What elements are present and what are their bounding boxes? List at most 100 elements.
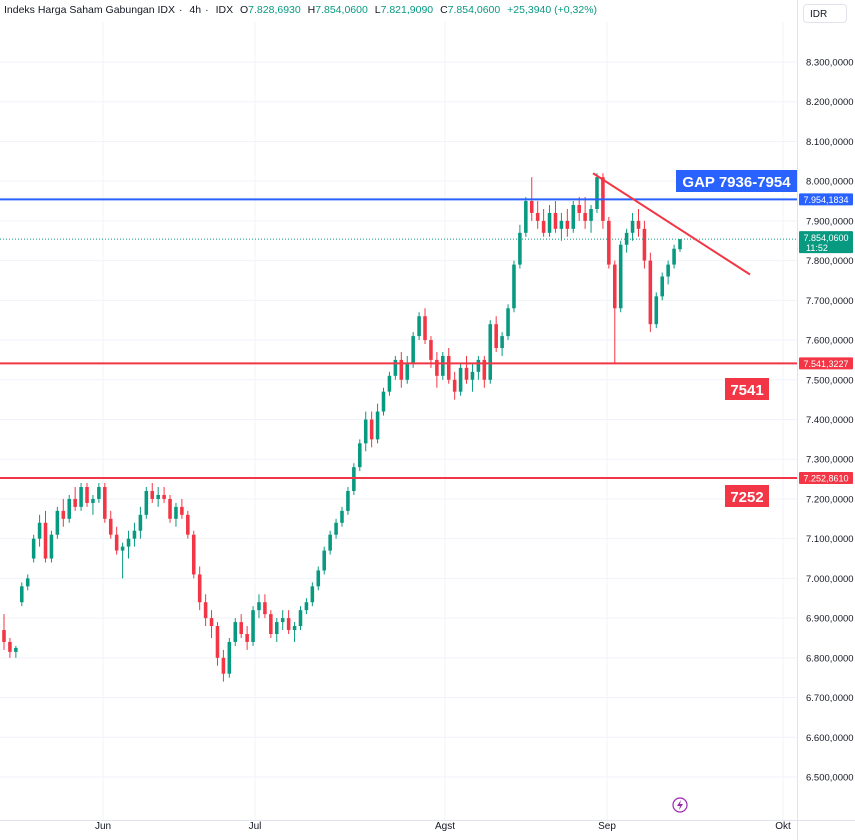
candle-body [14,647,18,652]
price-tick-label: 7.000,0000 [806,574,854,585]
candle-body [316,570,321,587]
candle-body [257,602,261,611]
time-tick-label: Okt [775,821,791,832]
candle-body [304,602,309,611]
lightning-icon[interactable] [672,797,688,813]
candle-body [298,610,303,627]
candle-body [547,212,552,233]
candle-body [363,419,368,444]
candle-body [369,419,374,440]
candle-body [174,506,178,519]
candle-body [191,534,196,575]
high-value: 7.854,0600 [315,4,368,16]
support-annotation-7252-bg[interactable] [725,485,769,507]
change-value: +25,3940 (+0,32%) [507,4,598,16]
candle-body [20,586,24,603]
candle-body [328,534,332,551]
trendline[interactable] [592,172,751,276]
candle-body [55,510,60,535]
candle-body [482,359,487,380]
gap-price-tag: 7.954,1834 [803,195,848,205]
support-annotation-7252[interactable]: 7252 [730,489,763,506]
candle-body [607,220,611,265]
gap-price-tag-bg [799,193,853,206]
candle-body [340,510,344,523]
candle-body [269,614,273,634]
candle-body [227,641,232,674]
candle-body [565,220,570,229]
close-label: C [440,4,448,16]
candle-body [346,491,350,511]
candle-body [286,618,291,631]
candle-body [441,355,445,376]
candle-body [630,220,635,233]
candle-body [524,201,528,233]
candle-body [358,443,362,468]
candle-body [429,340,433,360]
candle-body [446,355,451,380]
low-label: L [374,4,381,16]
candle-body [512,264,516,309]
time-tick-label: Agst [435,821,455,832]
price-tick-label: 6.900,0000 [806,614,854,625]
symbol-title[interactable]: Indeks Harga Saham Gabungan IDX [4,4,176,16]
candle-body [636,220,641,229]
price-tick-label: 7.700,0000 [806,296,854,307]
candle-body [49,534,54,559]
candle-body [624,232,629,245]
candle-body [310,586,315,603]
candle-body [595,177,599,209]
candle-body [263,602,267,615]
price-tick-label: 8.000,0000 [806,177,854,188]
candle-body [506,308,510,337]
candle-body [251,610,255,642]
candle-body [577,205,581,213]
candle-body [571,205,576,229]
support-annotation-7541[interactable]: 7541 [730,382,763,399]
gap-annotation-bg[interactable] [676,170,797,192]
currency-button[interactable]: IDR [803,4,847,23]
candle-body [452,379,457,392]
candle-body [334,522,338,535]
time-tick-label: Sep [598,821,616,832]
candle-body [120,546,125,551]
time-tick-label: Jul [249,821,262,832]
candle-body [535,212,540,221]
candle-body [97,487,101,499]
candle-body [43,522,48,559]
candle-body [8,641,12,652]
candle-body [423,316,427,341]
support-price-tag-7541-bg [799,357,853,370]
bar-countdown: 11:52 [806,243,828,253]
candle-body [405,363,410,380]
candle-body [162,494,166,499]
candle-body [618,244,623,309]
support-annotation-7541-bg[interactable] [725,378,769,400]
candle-body [387,375,392,392]
candle-body [464,367,469,380]
candle-body [518,232,522,265]
candle-body [589,208,593,221]
interval-label[interactable]: 4h [189,4,202,16]
candle-body [85,487,89,503]
last-price-tag: 7.854,0600 [803,233,848,243]
candle-body [292,626,297,631]
candle-body [583,212,587,221]
gap-annotation[interactable]: GAP 7936-7954 [682,174,791,191]
candle-body [648,260,653,325]
candle-body [150,491,155,499]
candle-body [156,494,160,499]
candle-body [233,622,238,642]
price-tick-label: 7.300,0000 [806,455,854,466]
candle-body [654,296,659,325]
candle-body [186,514,190,535]
candle-body [203,602,208,619]
price-tick-label: 6.600,0000 [806,733,854,744]
price-tick-label: 7.800,0000 [806,256,854,267]
candle-body [672,248,676,265]
support-price-tag-7252: 7.252,8610 [803,473,848,483]
candle-body [2,630,6,642]
open-value: 7.828,6930 [248,4,301,16]
